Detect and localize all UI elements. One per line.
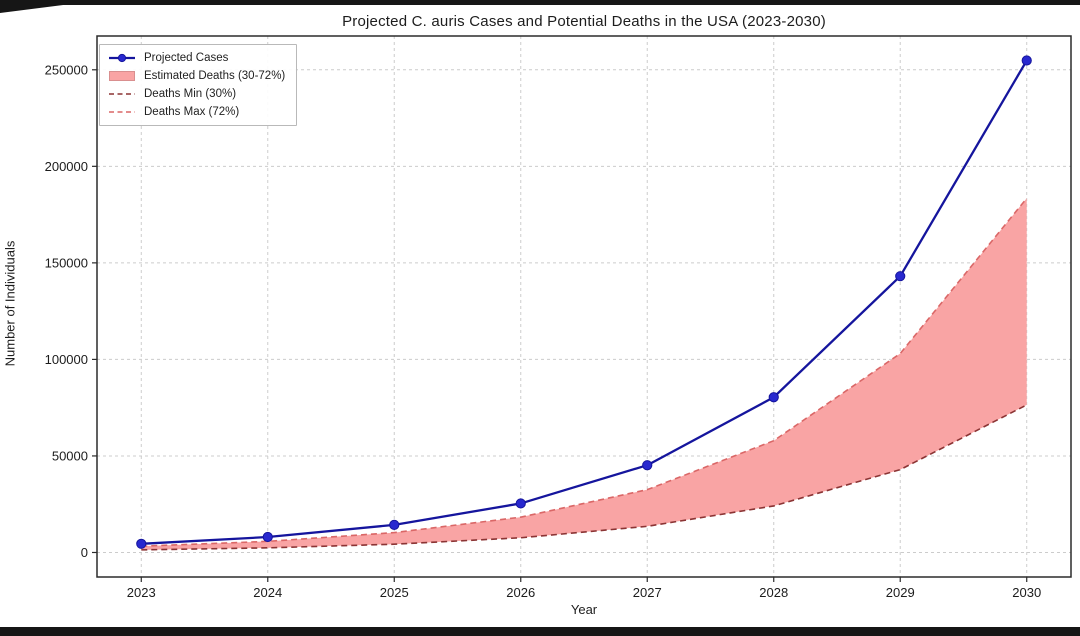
y-axis-label: Number of Individuals bbox=[2, 240, 18, 367]
cases-data-point bbox=[895, 271, 906, 282]
y-tick-label: 200000 bbox=[45, 159, 88, 174]
cases-data-point bbox=[389, 519, 400, 530]
legend-item-projected-cases: Projected Cases bbox=[108, 50, 285, 65]
legend-dash-swatch bbox=[109, 92, 135, 95]
cases-data-point bbox=[768, 392, 779, 403]
cases-data-point bbox=[262, 531, 273, 543]
cases-data-point bbox=[515, 498, 526, 509]
deaths-band bbox=[141, 198, 1027, 550]
photo-edge-artifact-top bbox=[0, 0, 1080, 5]
cases-data-point bbox=[1021, 55, 1032, 66]
legend-label: Estimated Deaths (30-72%) bbox=[144, 69, 286, 82]
legend-item-estimated-deaths: Estimated Deaths (30-72%) bbox=[108, 68, 285, 83]
legend-line-marker-swatch bbox=[109, 53, 135, 62]
photo-edge-artifact-bottom bbox=[0, 627, 1080, 636]
x-tick-label: 2029 bbox=[886, 585, 915, 600]
cases-line bbox=[141, 59, 1028, 545]
legend-label: Projected Cases bbox=[144, 51, 229, 64]
x-tick-label: 2023 bbox=[127, 585, 156, 600]
x-axis-label: Year bbox=[570, 602, 598, 617]
cases-data-point bbox=[136, 538, 147, 549]
x-tick-label: 2028 bbox=[759, 585, 788, 600]
legend-item-deaths-max: Deaths Max (72%) bbox=[108, 104, 285, 119]
plot-border bbox=[96, 35, 1072, 578]
y-tick-label: 0 bbox=[81, 545, 88, 560]
legend-label: Deaths Max (72%) bbox=[144, 105, 240, 118]
deaths-min-line bbox=[141, 404, 1028, 551]
chart-title: Projected C. auris Cases and Potential D… bbox=[342, 13, 826, 30]
legend-item-deaths-min: Deaths Min (30%) bbox=[108, 86, 285, 101]
x-tick-label: 2030 bbox=[1012, 585, 1041, 600]
x-tick-label: 2025 bbox=[380, 585, 409, 600]
x-tick-label: 2024 bbox=[253, 585, 282, 600]
y-tick-label: 50000 bbox=[52, 448, 88, 463]
cases-data-point bbox=[642, 460, 653, 471]
y-tick-label: 100000 bbox=[45, 352, 88, 367]
legend-label: Deaths Min (30%) bbox=[144, 87, 237, 100]
legend-dash-swatch bbox=[109, 110, 135, 113]
legend-patch-swatch bbox=[109, 70, 135, 81]
y-tick-label: 250000 bbox=[45, 62, 88, 77]
chart-legend: Projected Cases Estimated Deaths (30-72%)… bbox=[99, 44, 298, 126]
deaths-max-line bbox=[141, 197, 1028, 548]
x-tick-label: 2026 bbox=[506, 585, 535, 600]
x-tick-label: 2027 bbox=[633, 585, 662, 600]
y-tick-label: 150000 bbox=[45, 255, 88, 270]
